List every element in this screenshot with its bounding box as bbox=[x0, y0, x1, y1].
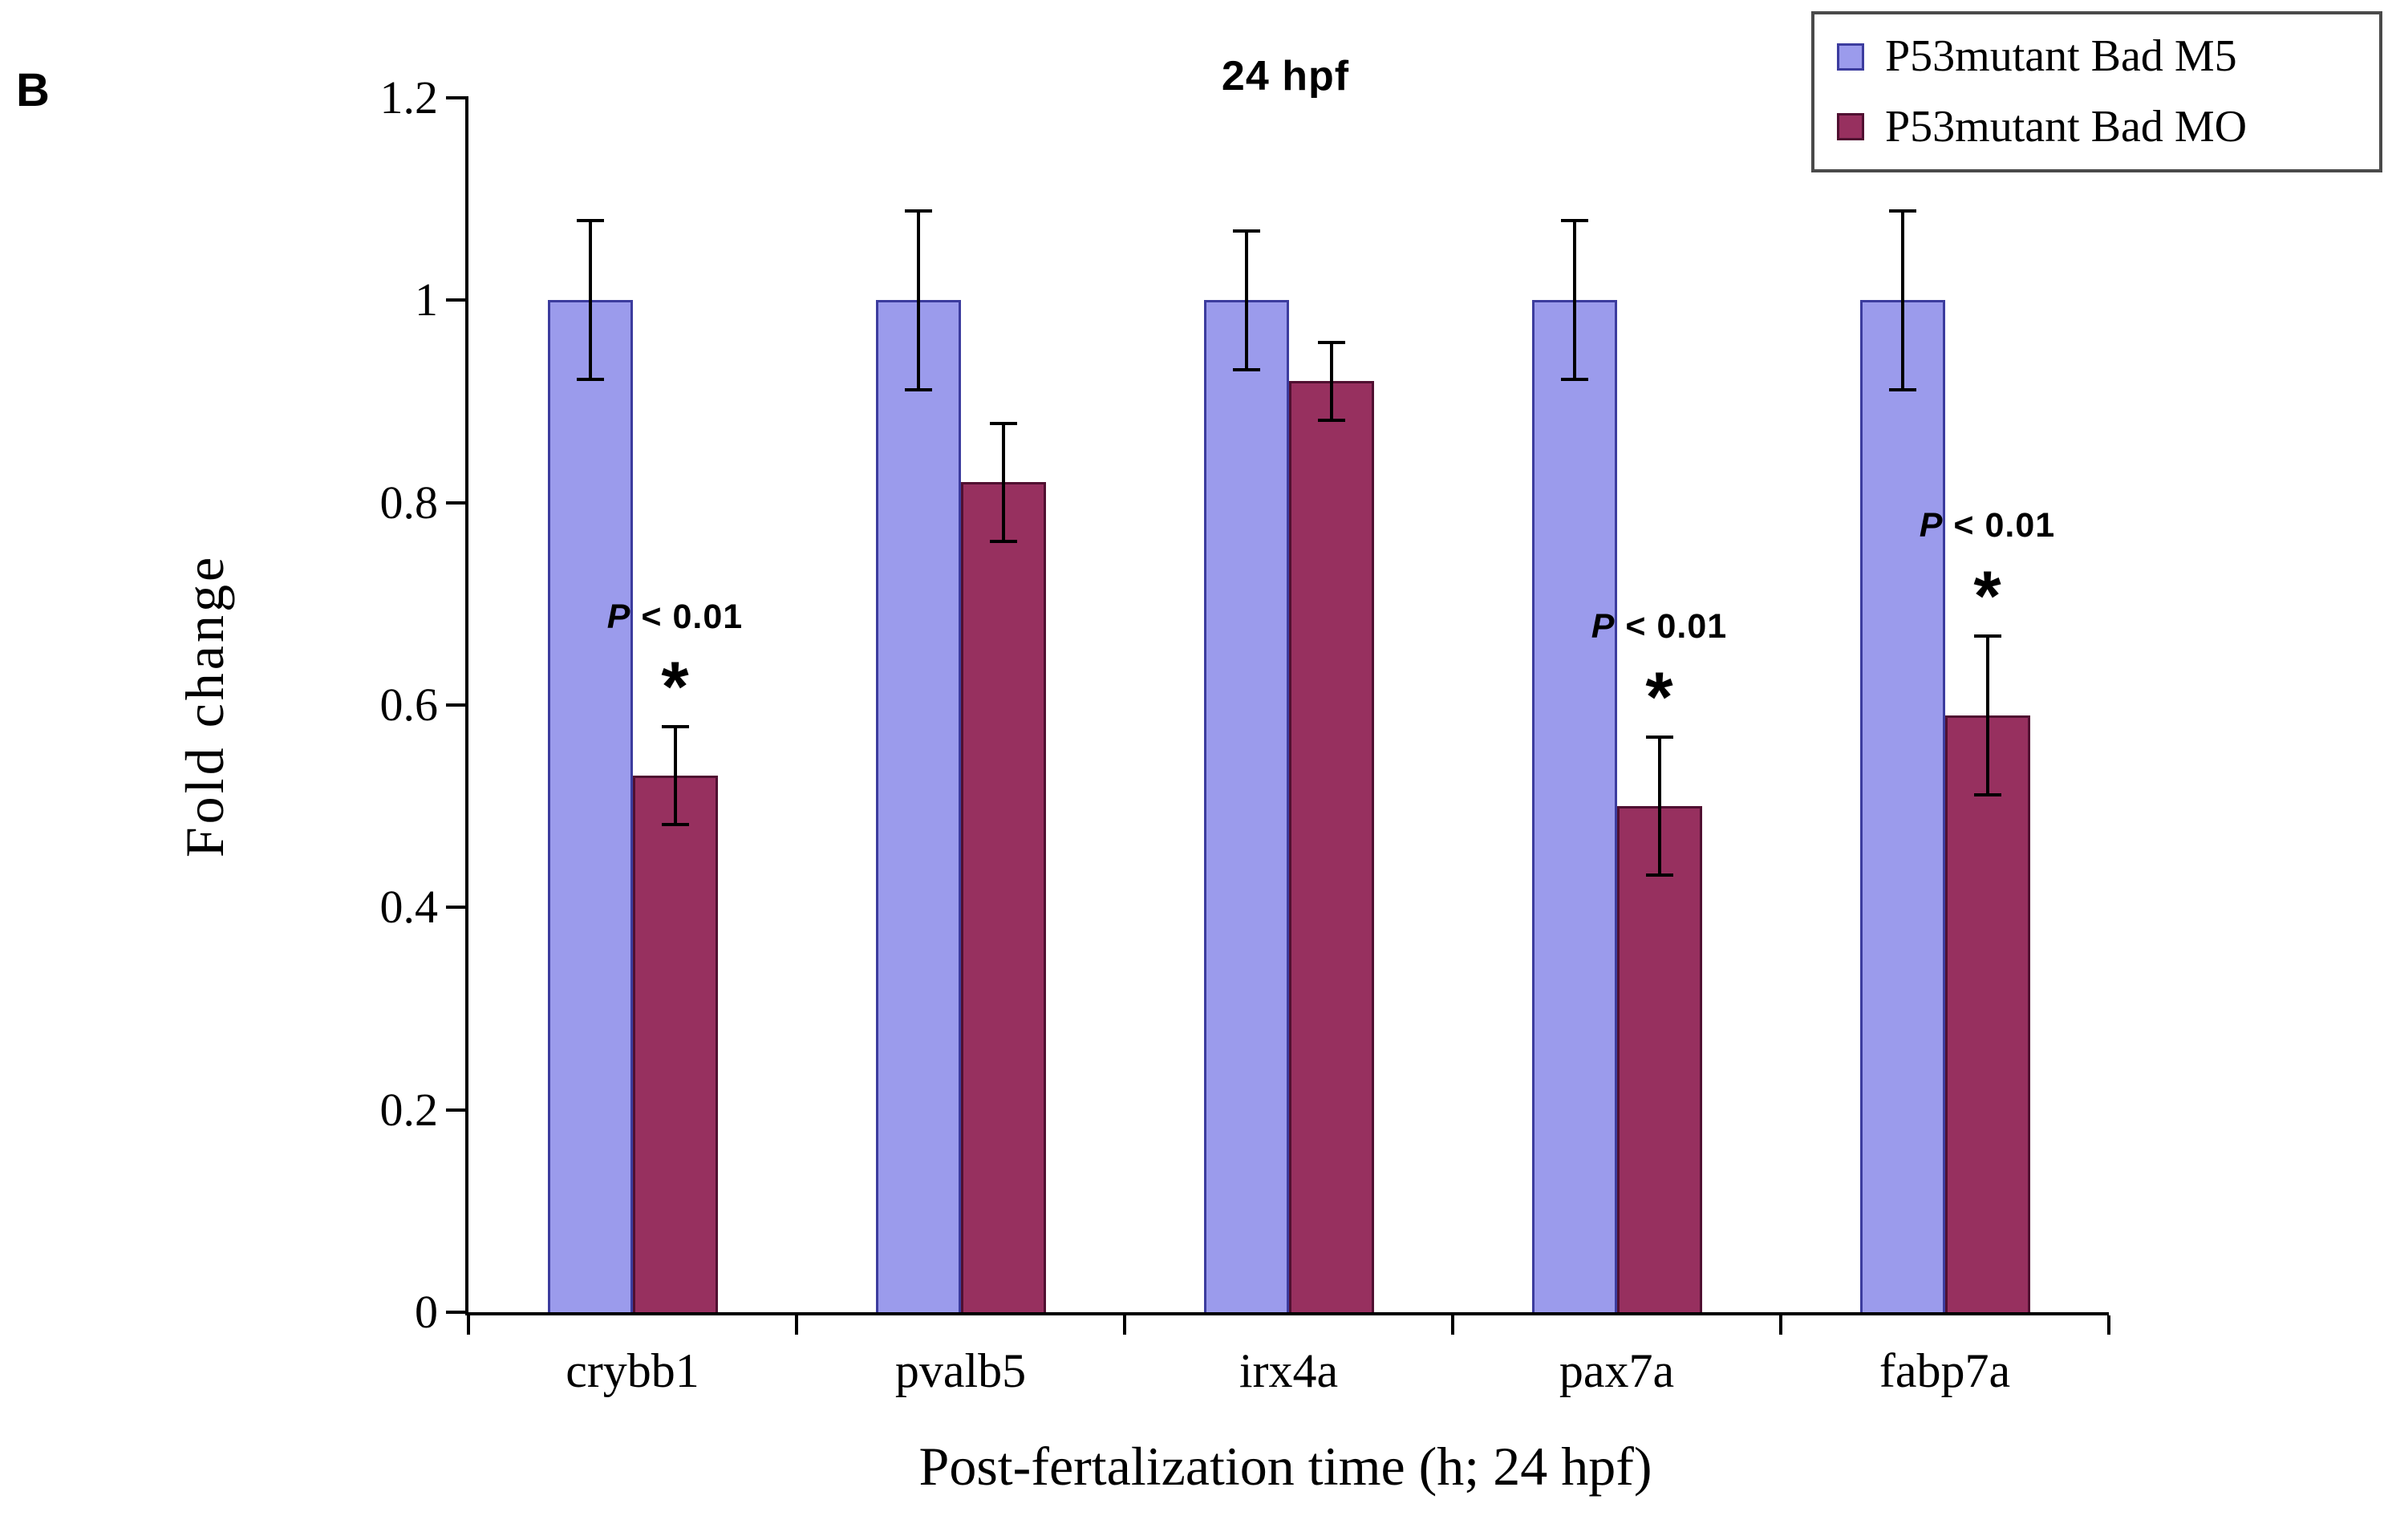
bar-m5-irx4a bbox=[1203, 300, 1289, 1312]
error-bar-mo-crybb1 bbox=[661, 725, 689, 827]
legend-item-mo: P53mutant Bad MO bbox=[1837, 101, 2357, 152]
y-tick-label: 0.4 bbox=[379, 881, 439, 934]
panel-label: B bbox=[16, 64, 50, 116]
legend-label-m5: P53mutant Bad M5 bbox=[1885, 31, 2237, 81]
significance-p-symbol: P bbox=[1919, 506, 1944, 545]
error-bar-line bbox=[1001, 421, 1005, 544]
bar-m5-fabp7a bbox=[1859, 300, 1945, 1312]
error-bar-mo-fabp7a bbox=[1973, 634, 2001, 796]
significance-label-fabp7a: P < 0.01 bbox=[1919, 506, 2056, 545]
y-tick-mark bbox=[446, 1108, 468, 1112]
error-bar-cap-top bbox=[661, 725, 689, 729]
error-bar-m5-fabp7a bbox=[1888, 209, 1916, 391]
y-tick-mark bbox=[446, 1311, 468, 1314]
error-bar-cap-bottom bbox=[1645, 873, 1673, 877]
error-bar-cap-bottom bbox=[576, 378, 604, 382]
x-tick-mark bbox=[1123, 1315, 1126, 1335]
bar-mo-pax7a bbox=[1616, 806, 1702, 1312]
error-bar-cap-bottom bbox=[1232, 367, 1260, 371]
error-bar-cap-bottom bbox=[1317, 418, 1345, 422]
legend-swatch-m5 bbox=[1837, 43, 1864, 71]
significance-star-pax7a: * bbox=[1645, 656, 1673, 736]
bar-mo-fabp7a bbox=[1944, 715, 2030, 1312]
bar-m5-pvalb5 bbox=[875, 300, 961, 1312]
error-bar-cap-bottom bbox=[1973, 792, 2001, 796]
x-axis-title: Post-fertalization time (h; 24 hpf) bbox=[918, 1436, 1652, 1497]
error-bar-mo-pax7a bbox=[1645, 735, 1673, 877]
bar-mo-pvalb5 bbox=[960, 482, 1046, 1312]
x-category-label-pax7a: pax7a bbox=[1559, 1344, 1675, 1397]
error-bar-m5-pax7a bbox=[1560, 219, 1588, 382]
legend-swatch-mo bbox=[1837, 113, 1864, 141]
x-tick-mark bbox=[1451, 1315, 1454, 1335]
error-bar-line bbox=[1657, 735, 1661, 877]
x-tick-mark bbox=[2107, 1315, 2110, 1335]
y-tick-label: 0.6 bbox=[379, 679, 439, 731]
error-bar-line bbox=[588, 219, 592, 382]
error-bar-cap-top bbox=[1560, 219, 1588, 223]
significance-label-pax7a: P < 0.01 bbox=[1591, 607, 1728, 646]
error-bar-cap-top bbox=[904, 209, 932, 213]
error-bar-line bbox=[1985, 634, 1989, 796]
x-tick-mark bbox=[795, 1315, 798, 1335]
error-bar-line bbox=[1244, 229, 1248, 371]
error-bar-line bbox=[1329, 340, 1333, 422]
error-bar-cap-bottom bbox=[1888, 387, 1916, 391]
error-bar-cap-top bbox=[576, 219, 604, 223]
y-tick-label: 0.8 bbox=[379, 476, 439, 529]
bar-m5-crybb1 bbox=[547, 300, 633, 1312]
y-tick-label: 1 bbox=[415, 274, 438, 326]
error-bar-line bbox=[1572, 219, 1576, 382]
error-bar-cap-bottom bbox=[989, 540, 1017, 544]
y-tick-mark bbox=[446, 703, 468, 707]
y-tick-label: 0.2 bbox=[379, 1083, 439, 1136]
x-tick-mark bbox=[1779, 1315, 1782, 1335]
y-tick-label: 0 bbox=[415, 1286, 438, 1338]
error-bar-m5-pvalb5 bbox=[904, 209, 932, 391]
bar-m5-pax7a bbox=[1531, 300, 1617, 1312]
significance-star-crybb1: * bbox=[661, 646, 689, 727]
x-tick-mark bbox=[467, 1315, 470, 1335]
x-category-label-irx4a: irx4a bbox=[1239, 1344, 1339, 1397]
error-bar-cap-top bbox=[1317, 340, 1345, 344]
y-tick-mark bbox=[446, 500, 468, 505]
error-bar-cap-bottom bbox=[904, 387, 932, 391]
y-tick-mark bbox=[446, 96, 468, 99]
error-bar-m5-irx4a bbox=[1232, 229, 1260, 371]
error-bar-cap-bottom bbox=[1560, 378, 1588, 382]
bar-mo-irx4a bbox=[1288, 381, 1374, 1312]
legend-item-m5: P53mutant Bad M5 bbox=[1837, 31, 2357, 82]
error-bar-cap-bottom bbox=[661, 823, 689, 827]
error-bar-line bbox=[916, 209, 920, 391]
x-category-label-fabp7a: fabp7a bbox=[1879, 1344, 2011, 1397]
legend: P53mutant Bad M5 P53mutant Bad MO bbox=[1811, 11, 2382, 173]
error-bar-line bbox=[673, 725, 677, 827]
x-category-label-pvalb5: pvalb5 bbox=[894, 1344, 1027, 1397]
significance-label-crybb1: P < 0.01 bbox=[606, 597, 744, 636]
error-bar-line bbox=[1900, 209, 1904, 391]
y-axis-title: Fold change bbox=[174, 553, 235, 858]
error-bar-m5-crybb1 bbox=[576, 219, 604, 382]
y-tick-mark bbox=[446, 906, 468, 910]
error-bar-cap-top bbox=[989, 421, 1017, 425]
x-category-label-crybb1: crybb1 bbox=[566, 1344, 699, 1397]
legend-label-mo: P53mutant Bad MO bbox=[1885, 101, 2248, 152]
significance-p-symbol: P bbox=[1591, 607, 1616, 646]
y-tick-mark bbox=[446, 298, 468, 302]
error-bar-cap-top bbox=[1973, 634, 2001, 638]
y-tick-label: 1.2 bbox=[379, 71, 439, 124]
significance-star-fabp7a: * bbox=[1973, 555, 2001, 635]
error-bar-mo-pvalb5 bbox=[989, 421, 1017, 544]
bar-mo-crybb1 bbox=[632, 776, 718, 1312]
error-bar-cap-top bbox=[1645, 735, 1673, 739]
significance-p-symbol: P bbox=[606, 597, 631, 636]
error-bar-cap-top bbox=[1232, 229, 1260, 233]
chart-title: 24 hpf bbox=[1221, 53, 1350, 99]
error-bar-cap-top bbox=[1888, 209, 1916, 213]
error-bar-mo-irx4a bbox=[1317, 340, 1345, 422]
plot-area: 0 0.2 0.4 0.6 0.8 1 1.2 crybb1 * P < 0.01 pvalb5 ir… bbox=[380, 72, 2110, 1397]
